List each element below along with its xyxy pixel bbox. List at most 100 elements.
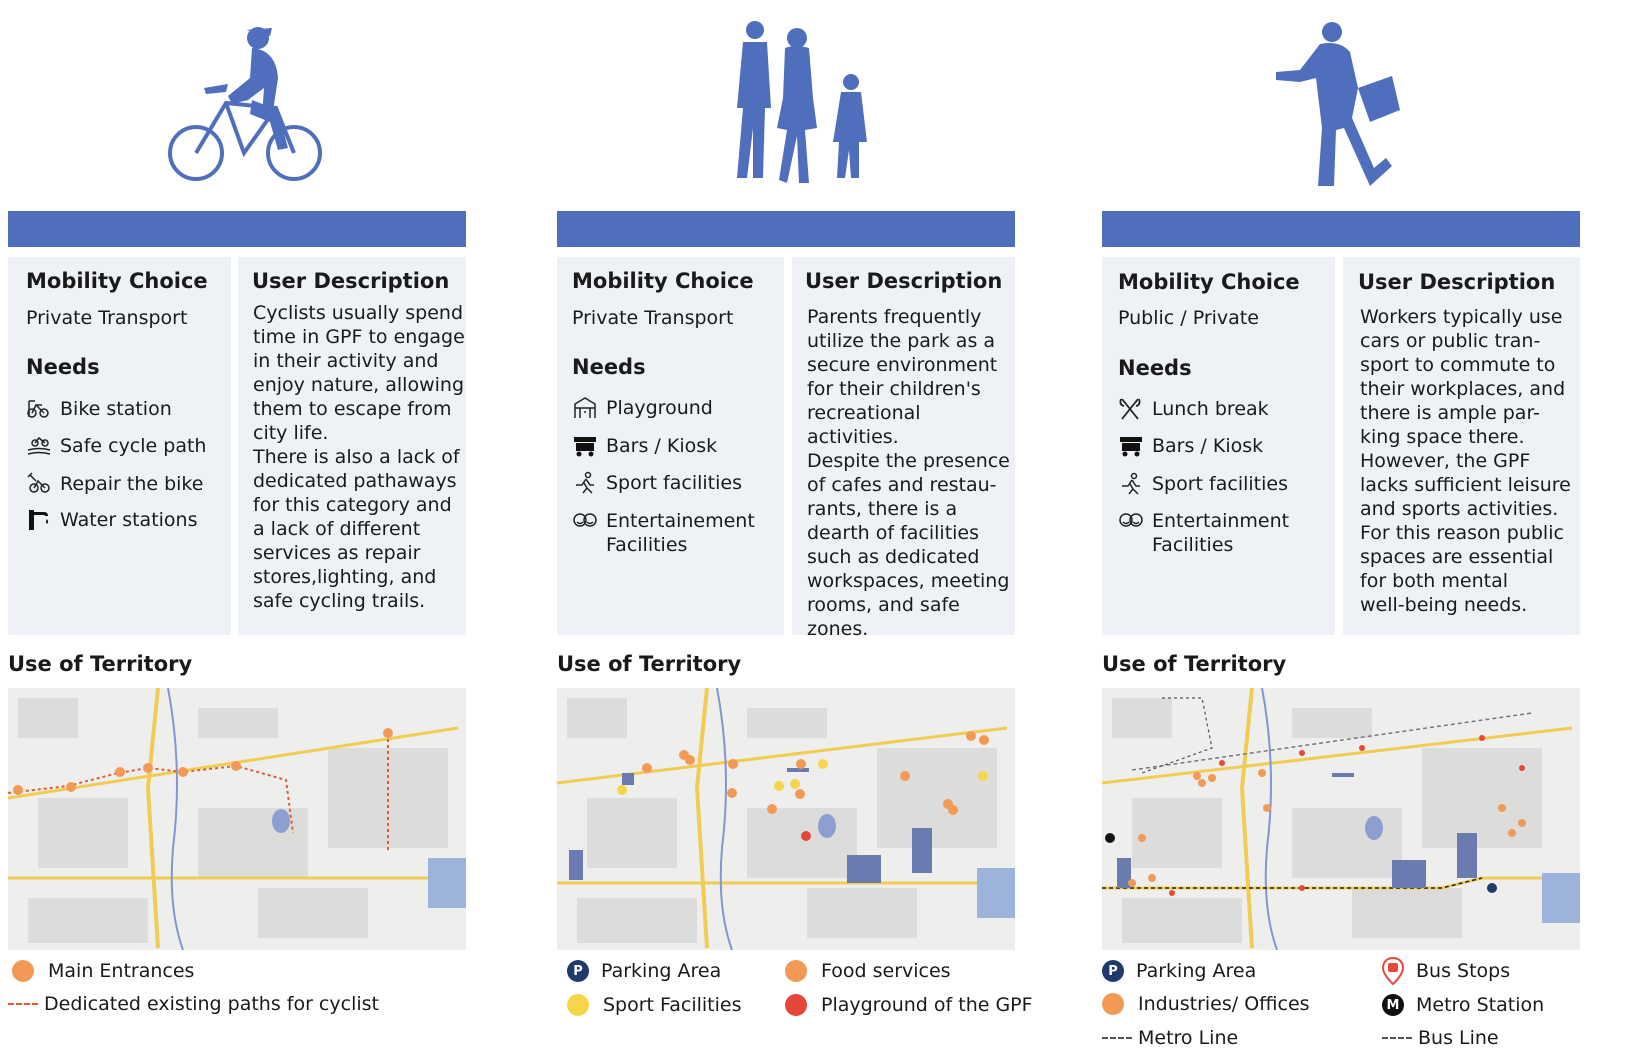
territory-heading: Use of Territory [557,652,742,676]
need-item: Playground [572,396,713,420]
legend-item: Bus Line [1382,1027,1499,1049]
repair-bike-icon [27,472,50,493]
metro-station-icon: M [1382,994,1404,1016]
mobility-heading: Mobility Choice [572,269,754,293]
need-item: Bars / Kiosk [572,434,717,458]
description-card: User Description Parents frequently util… [792,257,1015,640]
kiosk-icon [1120,437,1142,457]
need-item: Bars / Kiosk [1118,434,1263,458]
description-text: Parents frequently utilize the park as a… [807,306,1010,640]
header-bar [8,211,466,247]
need-item: Water stations [26,508,198,532]
mobility-card: Mobility Choice Private Transport Needs … [557,257,784,635]
header-bar [1102,211,1580,247]
need-label: Entertainement Facilities [606,510,755,556]
legend-item: Industries/ Offices [1102,993,1310,1015]
column-family: Mobility Choice Private Transport Needs … [557,0,1035,1062]
needs-heading: Needs [26,355,100,379]
kiosk-icon [574,437,596,457]
description-heading: User Description [252,269,450,293]
need-item: Safe cycle path [26,434,206,458]
cyclist-icon [168,27,322,181]
mobility-heading: Mobility Choice [26,269,208,293]
description-heading: User Description [805,269,1003,293]
legend-item: Food services [785,960,951,982]
legend-label: Parking Area [1136,960,1257,982]
territory-map [557,688,1015,950]
cutlery-icon [1119,398,1141,420]
needs-heading: Needs [572,355,646,379]
orange-dot-icon [785,960,807,982]
need-label: Bars / Kiosk [1152,435,1264,457]
need-label: Bike station [60,398,172,420]
legend-label: Metro Station [1416,994,1545,1016]
description-text: Workers typically use cars or public tra… [1360,306,1571,616]
description-heading: User Description [1358,270,1556,294]
parking-pin-icon: P [1102,960,1124,982]
legend-label: Main Entrances [48,960,195,982]
need-label: Sport facilities [606,472,742,494]
water-station-icon [29,510,48,530]
legend-label: Parking Area [601,960,722,982]
mobility-card: Mobility Choice Public / Private Needs L… [1102,257,1335,635]
need-label: Safe cycle path [60,435,207,457]
legend-label: Metro Line [1138,1027,1239,1049]
mobility-value: Public / Private [1118,307,1259,329]
need-item: Bike station [26,397,172,421]
legend-label: Industries/ Offices [1138,993,1310,1015]
mobility-card: Mobility Choice Private Transport Needs … [8,257,231,635]
legend-label: Playground of the GPF [821,994,1033,1016]
red-dot-icon [785,994,807,1016]
need-label: Bars / Kiosk [606,435,718,457]
mobility-value: Private Transport [26,307,188,329]
legend-item: Dedicated existing paths for cyclist [8,993,379,1015]
need-item: Repair the bike [26,472,203,496]
bike-station-icon [27,400,49,418]
orange-dot-icon [1102,993,1124,1015]
need-item: Entertainement Facilities [572,509,755,557]
legend-item: P Parking Area [1102,960,1256,982]
yellow-dot-icon [567,994,589,1016]
need-item: Sport facilities [1118,472,1288,496]
legend-label: Dedicated existing paths for cyclist [44,993,379,1015]
need-label: Repair the bike [60,473,204,495]
legend-item: P Parking Area [567,960,721,982]
legend-item: Playground of the GPF [785,994,1033,1016]
legend-item: Bus Stops [1382,957,1510,985]
legend-label: Bus Stops [1416,960,1511,982]
playground-icon [574,397,596,418]
need-label: Playground [606,397,713,419]
need-label: Lunch break [1152,398,1269,420]
entertainment-icon [1119,513,1143,527]
family-icon [737,21,867,183]
orange-dot-icon [12,960,34,982]
legend-label: Bus Line [1418,1027,1499,1049]
need-item: Entertainment Facilities [1118,509,1289,557]
legend-item: M Metro Station [1382,994,1544,1016]
legend-item: Main Entrances [12,960,194,982]
entertainment-icon [573,513,597,527]
needs-heading: Needs [1118,356,1192,380]
dashed-line-icon [1102,1037,1132,1039]
column-worker: Mobility Choice Public / Private Needs L… [1102,0,1622,1062]
need-label: Entertainment Facilities [1152,510,1290,556]
territory-heading: Use of Territory [8,652,193,676]
territory-map [1102,688,1580,950]
need-label: Water stations [60,509,198,531]
column-cyclist: Mobility Choice Private Transport Needs … [8,0,486,1062]
territory-heading: Use of Territory [1102,652,1287,676]
sport-icon [1122,472,1140,495]
mobility-heading: Mobility Choice [1118,270,1300,294]
need-item: Lunch break [1118,397,1269,421]
mobility-value: Private Transport [572,307,734,329]
header-bar [557,211,1015,247]
cycle-path-icon [27,436,51,455]
parking-pin-icon: P [567,960,589,982]
legend-label: Sport Facilities [603,994,742,1016]
description-text: Cyclists usually spend time in GPF to en… [253,302,465,612]
bus-stop-icon [1382,957,1404,985]
dashed-line-icon [8,1003,38,1005]
need-label: Sport facilities [1152,473,1288,495]
dashed-line-icon [1382,1037,1412,1039]
legend-item: Sport Facilities [567,994,741,1016]
